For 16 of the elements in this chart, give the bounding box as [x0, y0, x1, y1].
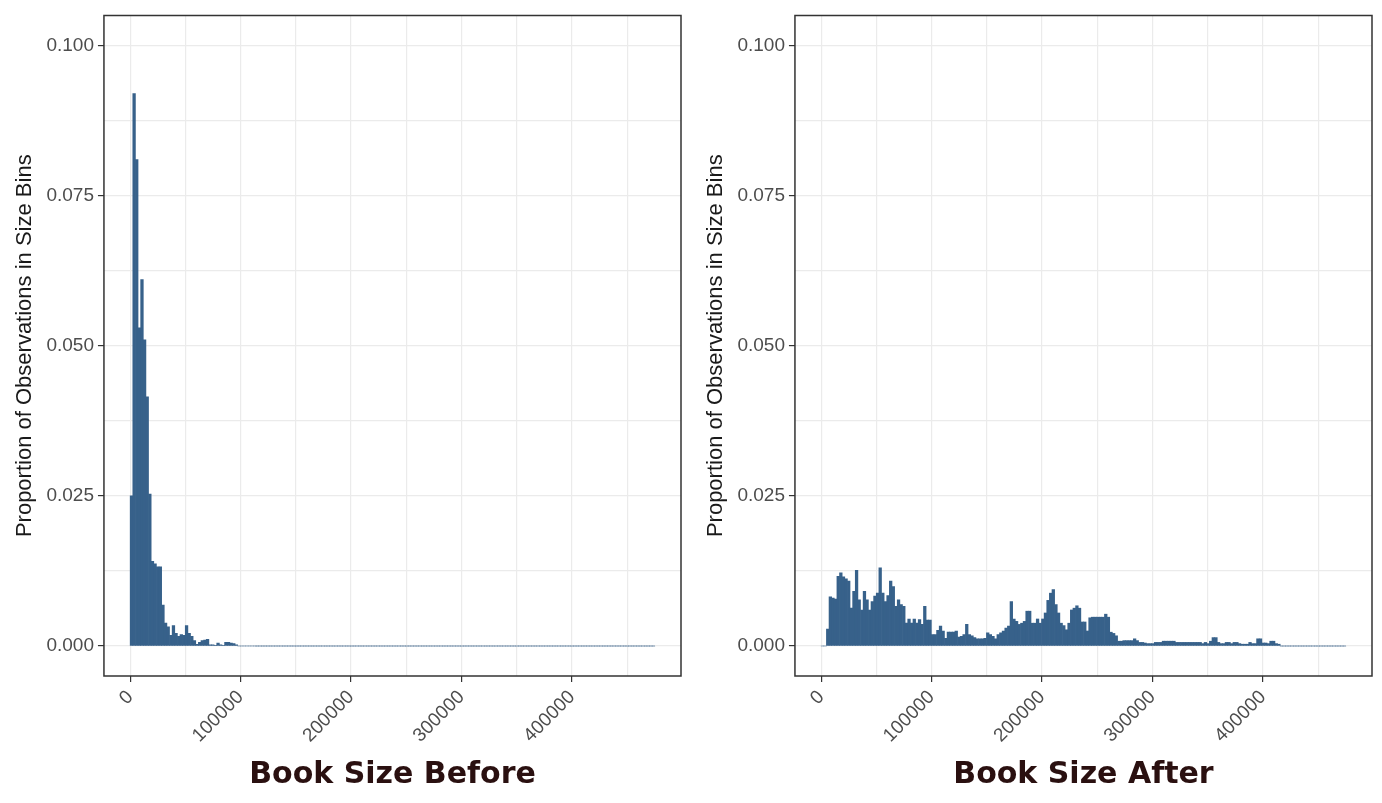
- y-tick-label: 0.000: [46, 634, 94, 656]
- y-tick-label: 0.075: [737, 183, 785, 205]
- x-axis-title: Book Size After: [953, 754, 1214, 790]
- y-axis-title: Proportion of Observations in Size Bins: [702, 154, 728, 538]
- x-tick-label: 0: [114, 685, 137, 709]
- y-tick-label: 0.100: [737, 33, 785, 55]
- y-tick-label: 0.100: [46, 33, 94, 55]
- y-tick-label: 0.025: [46, 484, 94, 506]
- y-axis-title: Proportion of Observations in Size Bins: [11, 154, 37, 538]
- x-tick-label: 0: [805, 685, 828, 709]
- x-axis-title: Book Size Before: [249, 754, 536, 790]
- y-tick-label: 0.050: [737, 333, 785, 355]
- y-tick-label: 0.025: [737, 484, 785, 506]
- y-tick-label: 0.075: [46, 183, 94, 205]
- y-tick-label: 0.000: [737, 634, 785, 656]
- y-tick-label: 0.050: [46, 333, 94, 355]
